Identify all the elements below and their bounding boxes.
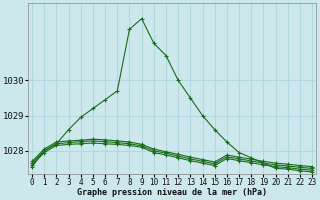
X-axis label: Graphe pression niveau de la mer (hPa): Graphe pression niveau de la mer (hPa) xyxy=(77,188,267,197)
